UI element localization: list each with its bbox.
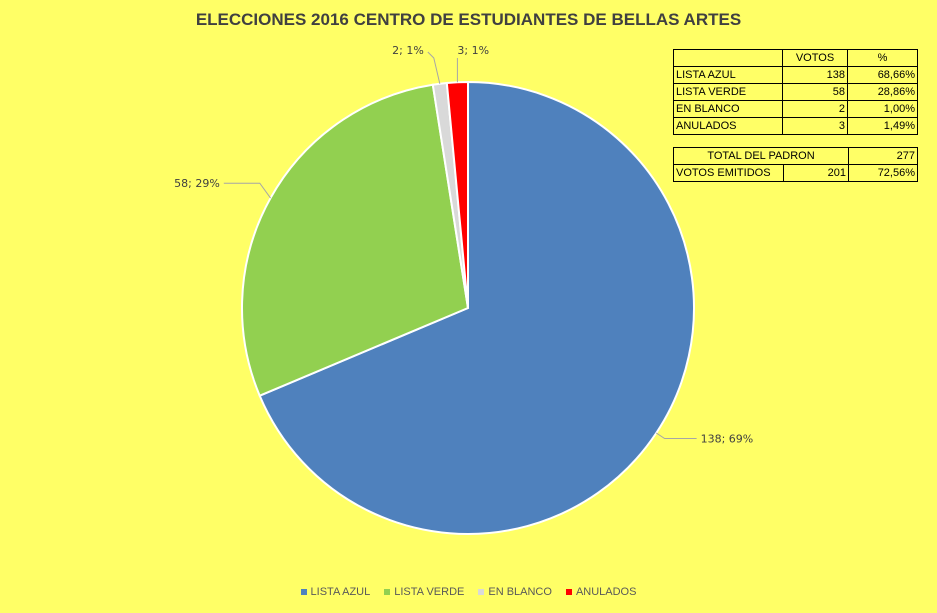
table-row: TOTAL DEL PADRON 277 bbox=[673, 147, 918, 165]
data-label: 3; 1% bbox=[457, 44, 489, 57]
row-label: LISTA AZUL bbox=[673, 66, 783, 84]
data-label: 2; 1% bbox=[392, 44, 424, 57]
legend-item-en-blanco: EN BLANCO bbox=[478, 586, 552, 598]
data-label: 58; 29% bbox=[174, 177, 220, 190]
table-row: EN BLANCO 2 1,00% bbox=[673, 100, 918, 118]
legend-label: EN BLANCO bbox=[488, 586, 552, 598]
row-label: EN BLANCO bbox=[673, 100, 783, 118]
row-pct: 1,00% bbox=[847, 100, 918, 118]
legend-label: LISTA AZUL bbox=[310, 586, 371, 598]
chart-legend: LISTA AZUL LISTA VERDE EN BLANCO ANULADO… bbox=[0, 586, 937, 598]
votes-table-header: VOTOS % bbox=[673, 49, 918, 67]
row-votes: 3 bbox=[782, 117, 848, 135]
pie-slice-lista-verde bbox=[241, 83, 470, 398]
legend-label: LISTA VERDE bbox=[394, 586, 465, 598]
legend-swatch bbox=[565, 589, 572, 595]
emitidos-pct: 72,56% bbox=[848, 164, 918, 182]
data-label: 138; 69% bbox=[701, 433, 754, 446]
header-cell-votos: VOTOS bbox=[782, 49, 848, 67]
header-cell-empty bbox=[673, 49, 783, 67]
row-label: ANULADOS bbox=[673, 117, 783, 135]
totals-table: TOTAL DEL PADRON 277 VOTOS EMITIDOS 201 … bbox=[673, 147, 918, 182]
row-votes: 58 bbox=[782, 83, 848, 101]
legend-label: ANULADOS bbox=[575, 586, 637, 598]
padron-value: 277 bbox=[848, 147, 918, 165]
emitidos-label: VOTOS EMITIDOS bbox=[673, 164, 784, 182]
padron-label: TOTAL DEL PADRON bbox=[673, 147, 849, 165]
legend-swatch bbox=[300, 589, 307, 595]
legend-item-lista-verde: LISTA VERDE bbox=[384, 586, 464, 598]
row-votes: 138 bbox=[782, 66, 848, 84]
table-row: LISTA VERDE 58 28,86% bbox=[673, 83, 918, 101]
row-pct: 68,66% bbox=[847, 66, 918, 84]
legend-item-lista-azul: LISTA AZUL bbox=[300, 586, 371, 598]
table-row: LISTA AZUL 138 68,66% bbox=[673, 66, 918, 84]
leader-line bbox=[223, 182, 271, 199]
row-pct: 1,49% bbox=[847, 117, 918, 135]
row-label: LISTA VERDE bbox=[673, 83, 783, 101]
row-votes: 2 bbox=[782, 100, 848, 118]
leader-line bbox=[656, 432, 697, 440]
leader-line bbox=[427, 51, 441, 84]
header-cell-pct: % bbox=[847, 49, 918, 67]
table-row: VOTOS EMITIDOS 201 72,56% bbox=[673, 164, 918, 182]
legend-swatch bbox=[478, 589, 485, 595]
votes-table: VOTOS % LISTA AZUL 138 68,66% LISTA VERD… bbox=[673, 49, 918, 135]
row-pct: 28,86% bbox=[847, 83, 918, 101]
chart-title: ELECCIONES 2016 CENTRO DE ESTUDIANTES DE… bbox=[195, 10, 742, 29]
legend-item-anulados: ANULADOS bbox=[565, 586, 637, 598]
table-row: ANULADOS 3 1,49% bbox=[673, 117, 918, 135]
emitidos-value: 201 bbox=[782, 164, 850, 182]
legend-swatch bbox=[384, 589, 391, 595]
